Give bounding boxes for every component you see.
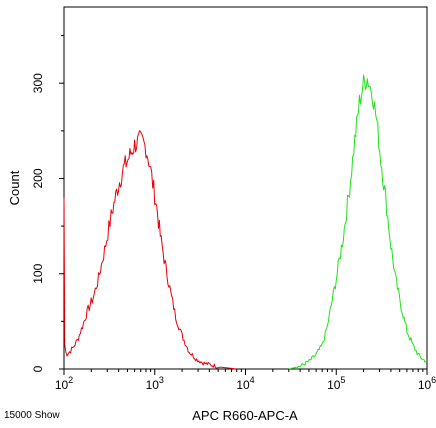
x-tick-label: 102 bbox=[55, 375, 73, 392]
y-tick-label: 0 bbox=[31, 365, 45, 372]
y-tick-label: 200 bbox=[31, 168, 45, 188]
series-line-1 bbox=[63, 130, 237, 370]
y-tick-label: 300 bbox=[31, 73, 45, 93]
x-tick-label: 106 bbox=[418, 375, 436, 392]
series-layer bbox=[63, 74, 427, 370]
y-tick-label: 100 bbox=[31, 263, 45, 283]
footer-note: 15000 Show bbox=[4, 410, 60, 421]
x-axis-title: APC R660-APC-A bbox=[192, 408, 298, 423]
y-axis-title: Count bbox=[7, 170, 22, 205]
x-tick-label: 103 bbox=[146, 375, 164, 392]
x-axis: 102 103 104 105 106 bbox=[55, 369, 436, 392]
x-tick-label: 105 bbox=[327, 375, 345, 392]
series-line-2 bbox=[288, 74, 427, 370]
x-tick-label: 104 bbox=[236, 375, 254, 392]
y-axis: 0 100 200 300 bbox=[31, 35, 64, 372]
